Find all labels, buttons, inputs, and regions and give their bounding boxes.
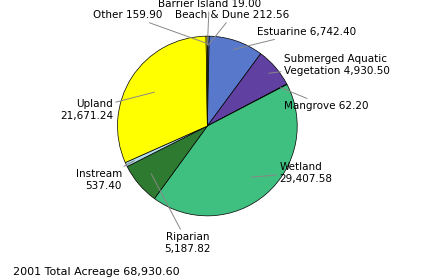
Text: Barrier Island 19.00: Barrier Island 19.00: [158, 0, 261, 45]
Wedge shape: [154, 85, 297, 216]
Wedge shape: [125, 126, 207, 167]
Wedge shape: [207, 84, 287, 126]
Text: Mangrove 62.20: Mangrove 62.20: [280, 88, 368, 111]
Text: Upland
21,671.24: Upland 21,671.24: [60, 92, 154, 121]
Text: Submerged Aquatic
Vegetation 4,930.50: Submerged Aquatic Vegetation 4,930.50: [269, 54, 390, 76]
Wedge shape: [207, 36, 209, 126]
Text: Wetland
29,407.58: Wetland 29,407.58: [251, 162, 332, 183]
Wedge shape: [127, 126, 207, 199]
Text: Estuarine 6,742.40: Estuarine 6,742.40: [233, 27, 356, 50]
Text: Instream
537.40: Instream 537.40: [76, 161, 134, 191]
Wedge shape: [207, 54, 287, 126]
Wedge shape: [118, 36, 207, 163]
Text: Other 159.90: Other 159.90: [93, 10, 207, 43]
Text: Riparian
5,187.82: Riparian 5,187.82: [151, 174, 211, 254]
Text: Beach & Dune 212.56: Beach & Dune 212.56: [175, 10, 289, 45]
Wedge shape: [206, 36, 207, 126]
Text: 2001 Total Acreage 68,930.60: 2001 Total Acreage 68,930.60: [13, 267, 180, 277]
Wedge shape: [207, 36, 260, 126]
